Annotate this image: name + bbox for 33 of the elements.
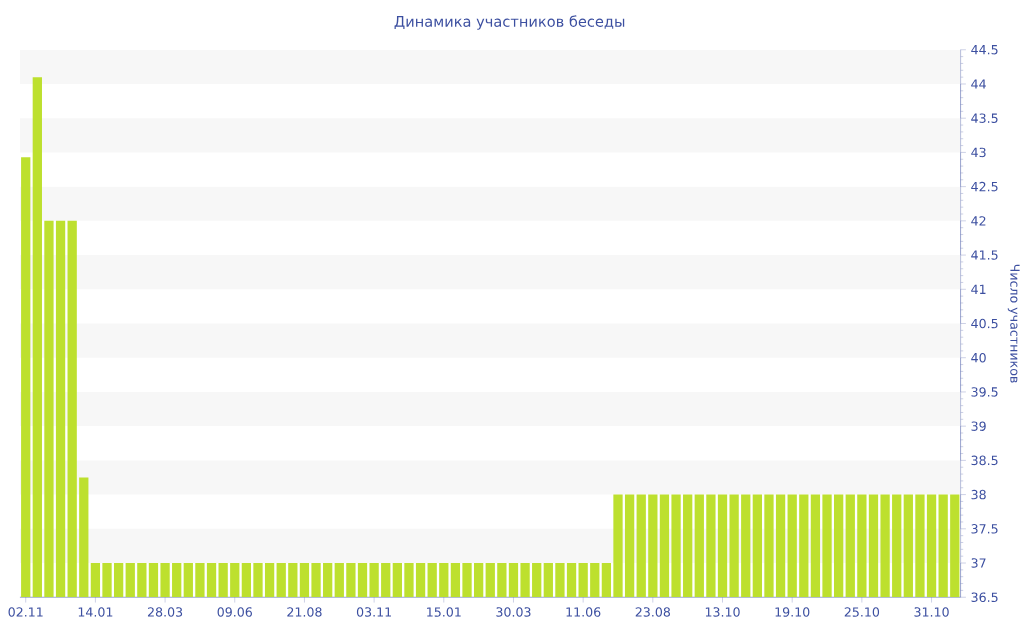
x-tick-label: 09.06	[217, 607, 252, 617]
x-tick-label: 31.10	[914, 607, 949, 617]
y-tick-label: 38.5	[971, 455, 998, 466]
x-tick-label: 30.03	[496, 607, 531, 617]
y-tick-label: 40	[971, 352, 986, 363]
y-tick-label: 38	[971, 489, 986, 500]
x-tick-label: 21.08	[287, 607, 322, 617]
x-tick-label: 19.10	[775, 607, 810, 617]
y-tick-label: 37.5	[971, 524, 998, 534]
y-tick-label: 42	[971, 216, 986, 226]
x-tick-label: 11.06	[566, 607, 601, 617]
y-tick-label: 43	[971, 147, 986, 158]
y-tick-label: 44	[971, 79, 986, 89]
x-tick-label: 02.11	[8, 607, 43, 617]
chart-title: Динамика участников беседы	[394, 15, 625, 30]
y-tick-label: 41.5	[971, 250, 998, 260]
y-tick-label: 37	[971, 558, 986, 568]
x-tick-label: 13.10	[705, 607, 740, 617]
y-tick-label: 41	[971, 284, 986, 294]
x-tick-label: 25.10	[844, 607, 880, 617]
y-axis-title: Число участников	[1007, 264, 1020, 383]
x-tick-label: 03.11	[356, 607, 392, 617]
x-tick-label: 28.03	[147, 607, 183, 617]
y-tick-label: 42.5	[971, 181, 998, 192]
y-tick-label: 36.5	[971, 592, 998, 602]
x-tick-label: 15.01	[427, 607, 461, 617]
y-tick-label: 39	[971, 421, 986, 431]
y-tick-label: 39.5	[971, 387, 998, 397]
y-tick-label: 43.5	[971, 113, 998, 123]
y-tick-label: 44.5	[971, 45, 998, 55]
y-tick-label: 40.5	[971, 318, 998, 329]
x-tick-label: 23.08	[635, 607, 671, 617]
x-tick-label: 14.01	[78, 607, 113, 617]
